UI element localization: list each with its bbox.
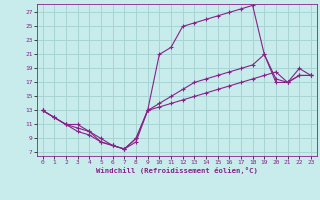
X-axis label: Windchill (Refroidissement éolien,°C): Windchill (Refroidissement éolien,°C)	[96, 167, 258, 174]
